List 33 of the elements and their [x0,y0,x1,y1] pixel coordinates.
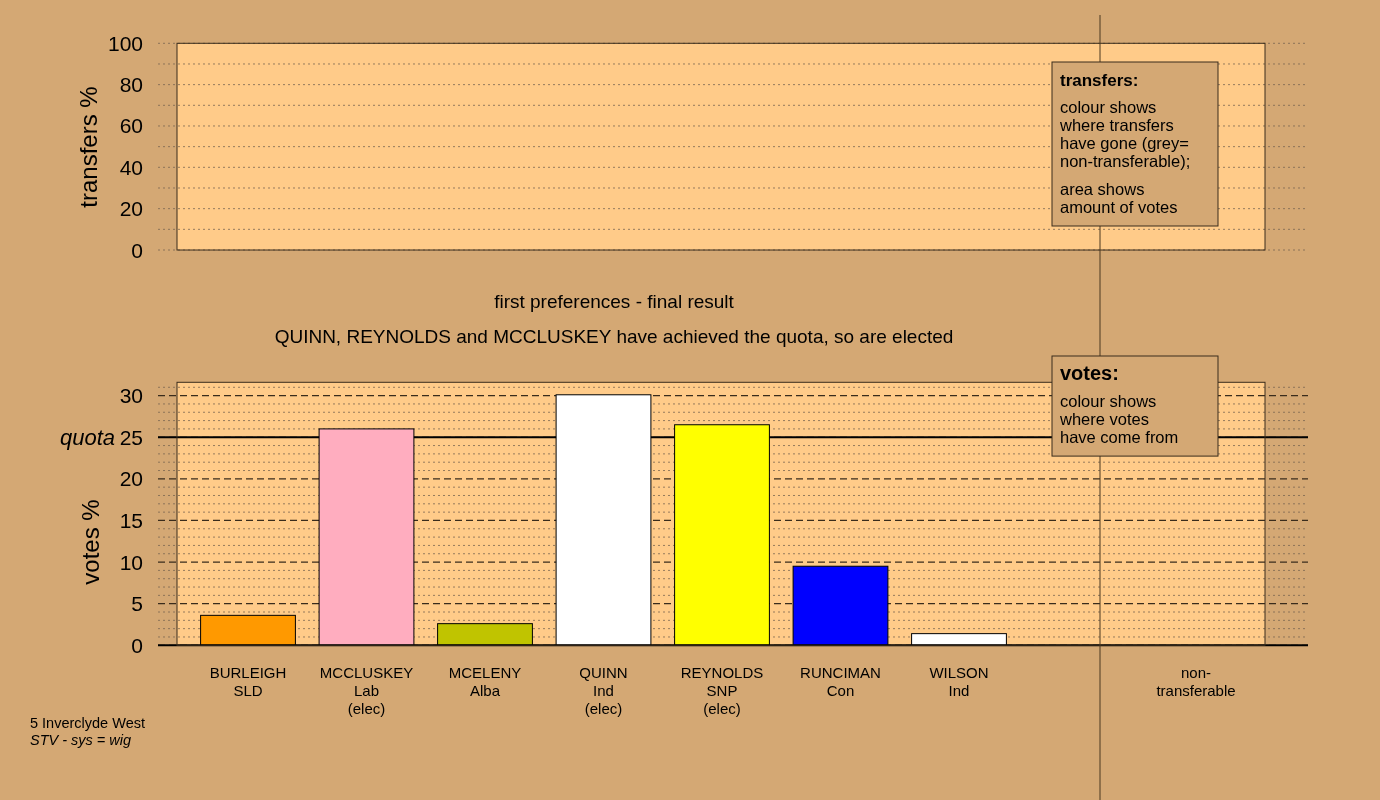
y-tick-label: 20 [119,197,143,221]
y-tick-label: 40 [119,155,143,179]
x-tick-label: QUINN Ind (elec) [579,663,628,717]
y-tick-label: 80 [119,73,143,97]
text: 5 Inverclyde West [30,715,145,731]
x-tick-label: MCCLUSKEY Lab (elec) [319,663,414,717]
annotation: colour shows where votes have come from [1059,391,1179,447]
y-tick-label: 15 [119,508,143,532]
y-tick-label: 25 [119,425,143,449]
chart-subtitle: QUINN, REYNOLDS and MCCLUSKEY have achieved the quota, so are elected [274,326,954,348]
annotation: area shows amount of votes [1060,179,1178,216]
x-tick-label: non- transferable [1156,663,1236,699]
ref-line-label: quota [59,424,115,450]
x-tick-label: WILSON Ind [929,663,989,699]
y-tick-label: 5 [131,592,143,616]
y-tick-label: 0 [131,238,143,262]
y-axis-title: transfers % [74,86,102,208]
x-tick-label: REYNOLDS SNP (elec) [680,663,764,717]
y-tick-label: 0 [131,633,143,657]
x-tick-label: BURLEIGH SLD [209,663,287,699]
y-tick-label: 60 [119,114,143,138]
x-tick-label: MCELENY Alba [448,663,522,699]
y-tick-label: 100 [107,31,143,55]
text: STV - sys = wig [30,732,132,748]
y-tick-label: 10 [119,550,143,574]
annotation: transfers: [1060,71,1139,90]
y-axis-title: votes % [76,499,104,585]
x-tick-label: RUNCIMAN Con [800,663,881,699]
y-tick-label: 30 [119,384,143,408]
y-tick-label: 20 [119,467,143,491]
annotation: colour shows where transfers have gone (grey= non-transferable); [1059,97,1191,171]
annotation: votes: [1060,362,1119,384]
chart-title: first preferences - final result [494,291,735,313]
